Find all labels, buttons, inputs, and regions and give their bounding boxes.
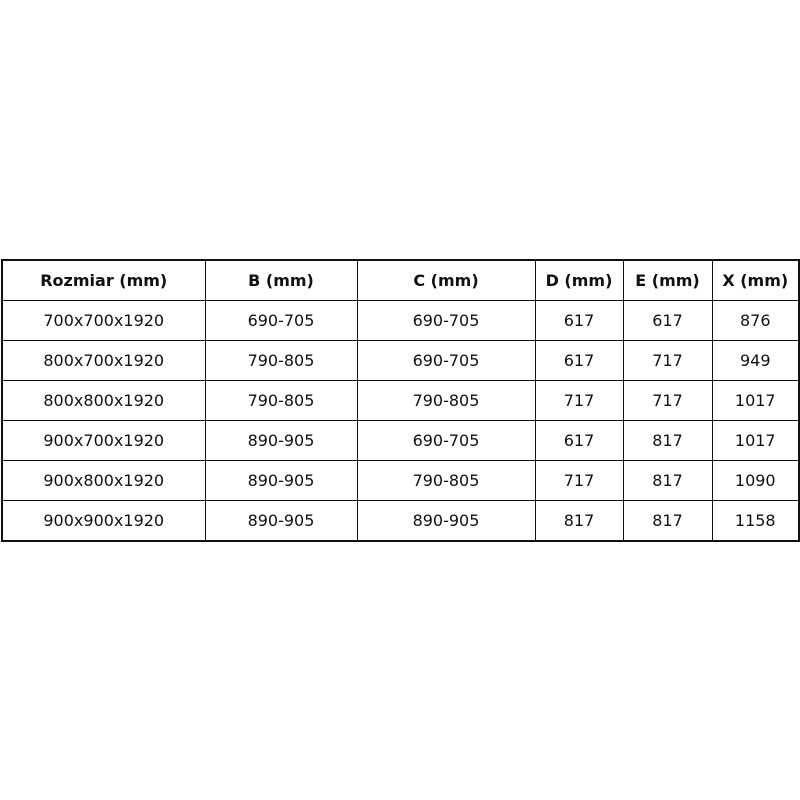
column-header-size: Rozmiar (mm) [1,259,206,301]
cell-b: 790-805 [204,340,358,381]
cell-e: 817 [622,460,713,501]
cell-e: 817 [622,420,713,461]
cell-size: 900x900x1920 [1,500,206,542]
cell-c: 690-705 [356,300,536,341]
cell-c: 790-805 [356,380,536,421]
cell-c: 690-705 [356,420,536,461]
cell-b: 890-905 [204,460,358,501]
cell-e: 717 [622,380,713,421]
cell-d: 617 [534,340,624,381]
cell-c: 790-805 [356,460,536,501]
cell-d: 817 [534,500,624,542]
cell-b: 890-905 [204,500,358,542]
table-row: 900x700x1920 890-905 690-705 617 817 1017 [1,420,800,461]
cell-size: 700x700x1920 [1,300,206,341]
cell-x: 876 [711,300,800,341]
column-header-x: X (mm) [711,259,800,301]
cell-d: 717 [534,380,624,421]
cell-size: 900x800x1920 [1,460,206,501]
cell-b: 890-905 [204,420,358,461]
cell-d: 717 [534,460,624,501]
column-header-e: E (mm) [622,259,713,301]
cell-x: 949 [711,340,800,381]
cell-size: 800x800x1920 [1,380,206,421]
cell-b: 790-805 [204,380,358,421]
column-header-d: D (mm) [534,259,624,301]
table-row: 700x700x1920 690-705 690-705 617 617 876 [1,300,800,341]
cell-c: 890-905 [356,500,536,542]
header-row: Rozmiar (mm) B (mm) C (mm) D (mm) E (mm) X (m… [1,259,800,301]
table-row: 800x700x1920 790-805 690-705 617 717 949 [1,340,800,381]
cell-x: 1017 [711,380,800,421]
cell-size: 800x700x1920 [1,340,206,381]
cell-d: 617 [534,420,624,461]
cell-x: 1090 [711,460,800,501]
cell-c: 690-705 [356,340,536,381]
table-row: 900x800x1920 890-905 790-805 717 817 1090 [1,460,800,501]
cell-e: 817 [622,500,713,542]
dimensions-table: Rozmiar (mm) B (mm) C (mm) D (mm) E (mm) X (m… [1,259,800,542]
cell-x: 1158 [711,500,800,542]
column-header-b: B (mm) [204,259,358,301]
table-row: 900x900x1920 890-905 890-905 817 817 1158 [1,500,800,542]
cell-e: 717 [622,340,713,381]
cell-b: 690-705 [204,300,358,341]
cell-x: 1017 [711,420,800,461]
cell-size: 900x700x1920 [1,420,206,461]
cell-d: 617 [534,300,624,341]
column-header-c: C (mm) [356,259,536,301]
cell-e: 617 [622,300,713,341]
table-row: 800x800x1920 790-805 790-805 717 717 1017 [1,380,800,421]
